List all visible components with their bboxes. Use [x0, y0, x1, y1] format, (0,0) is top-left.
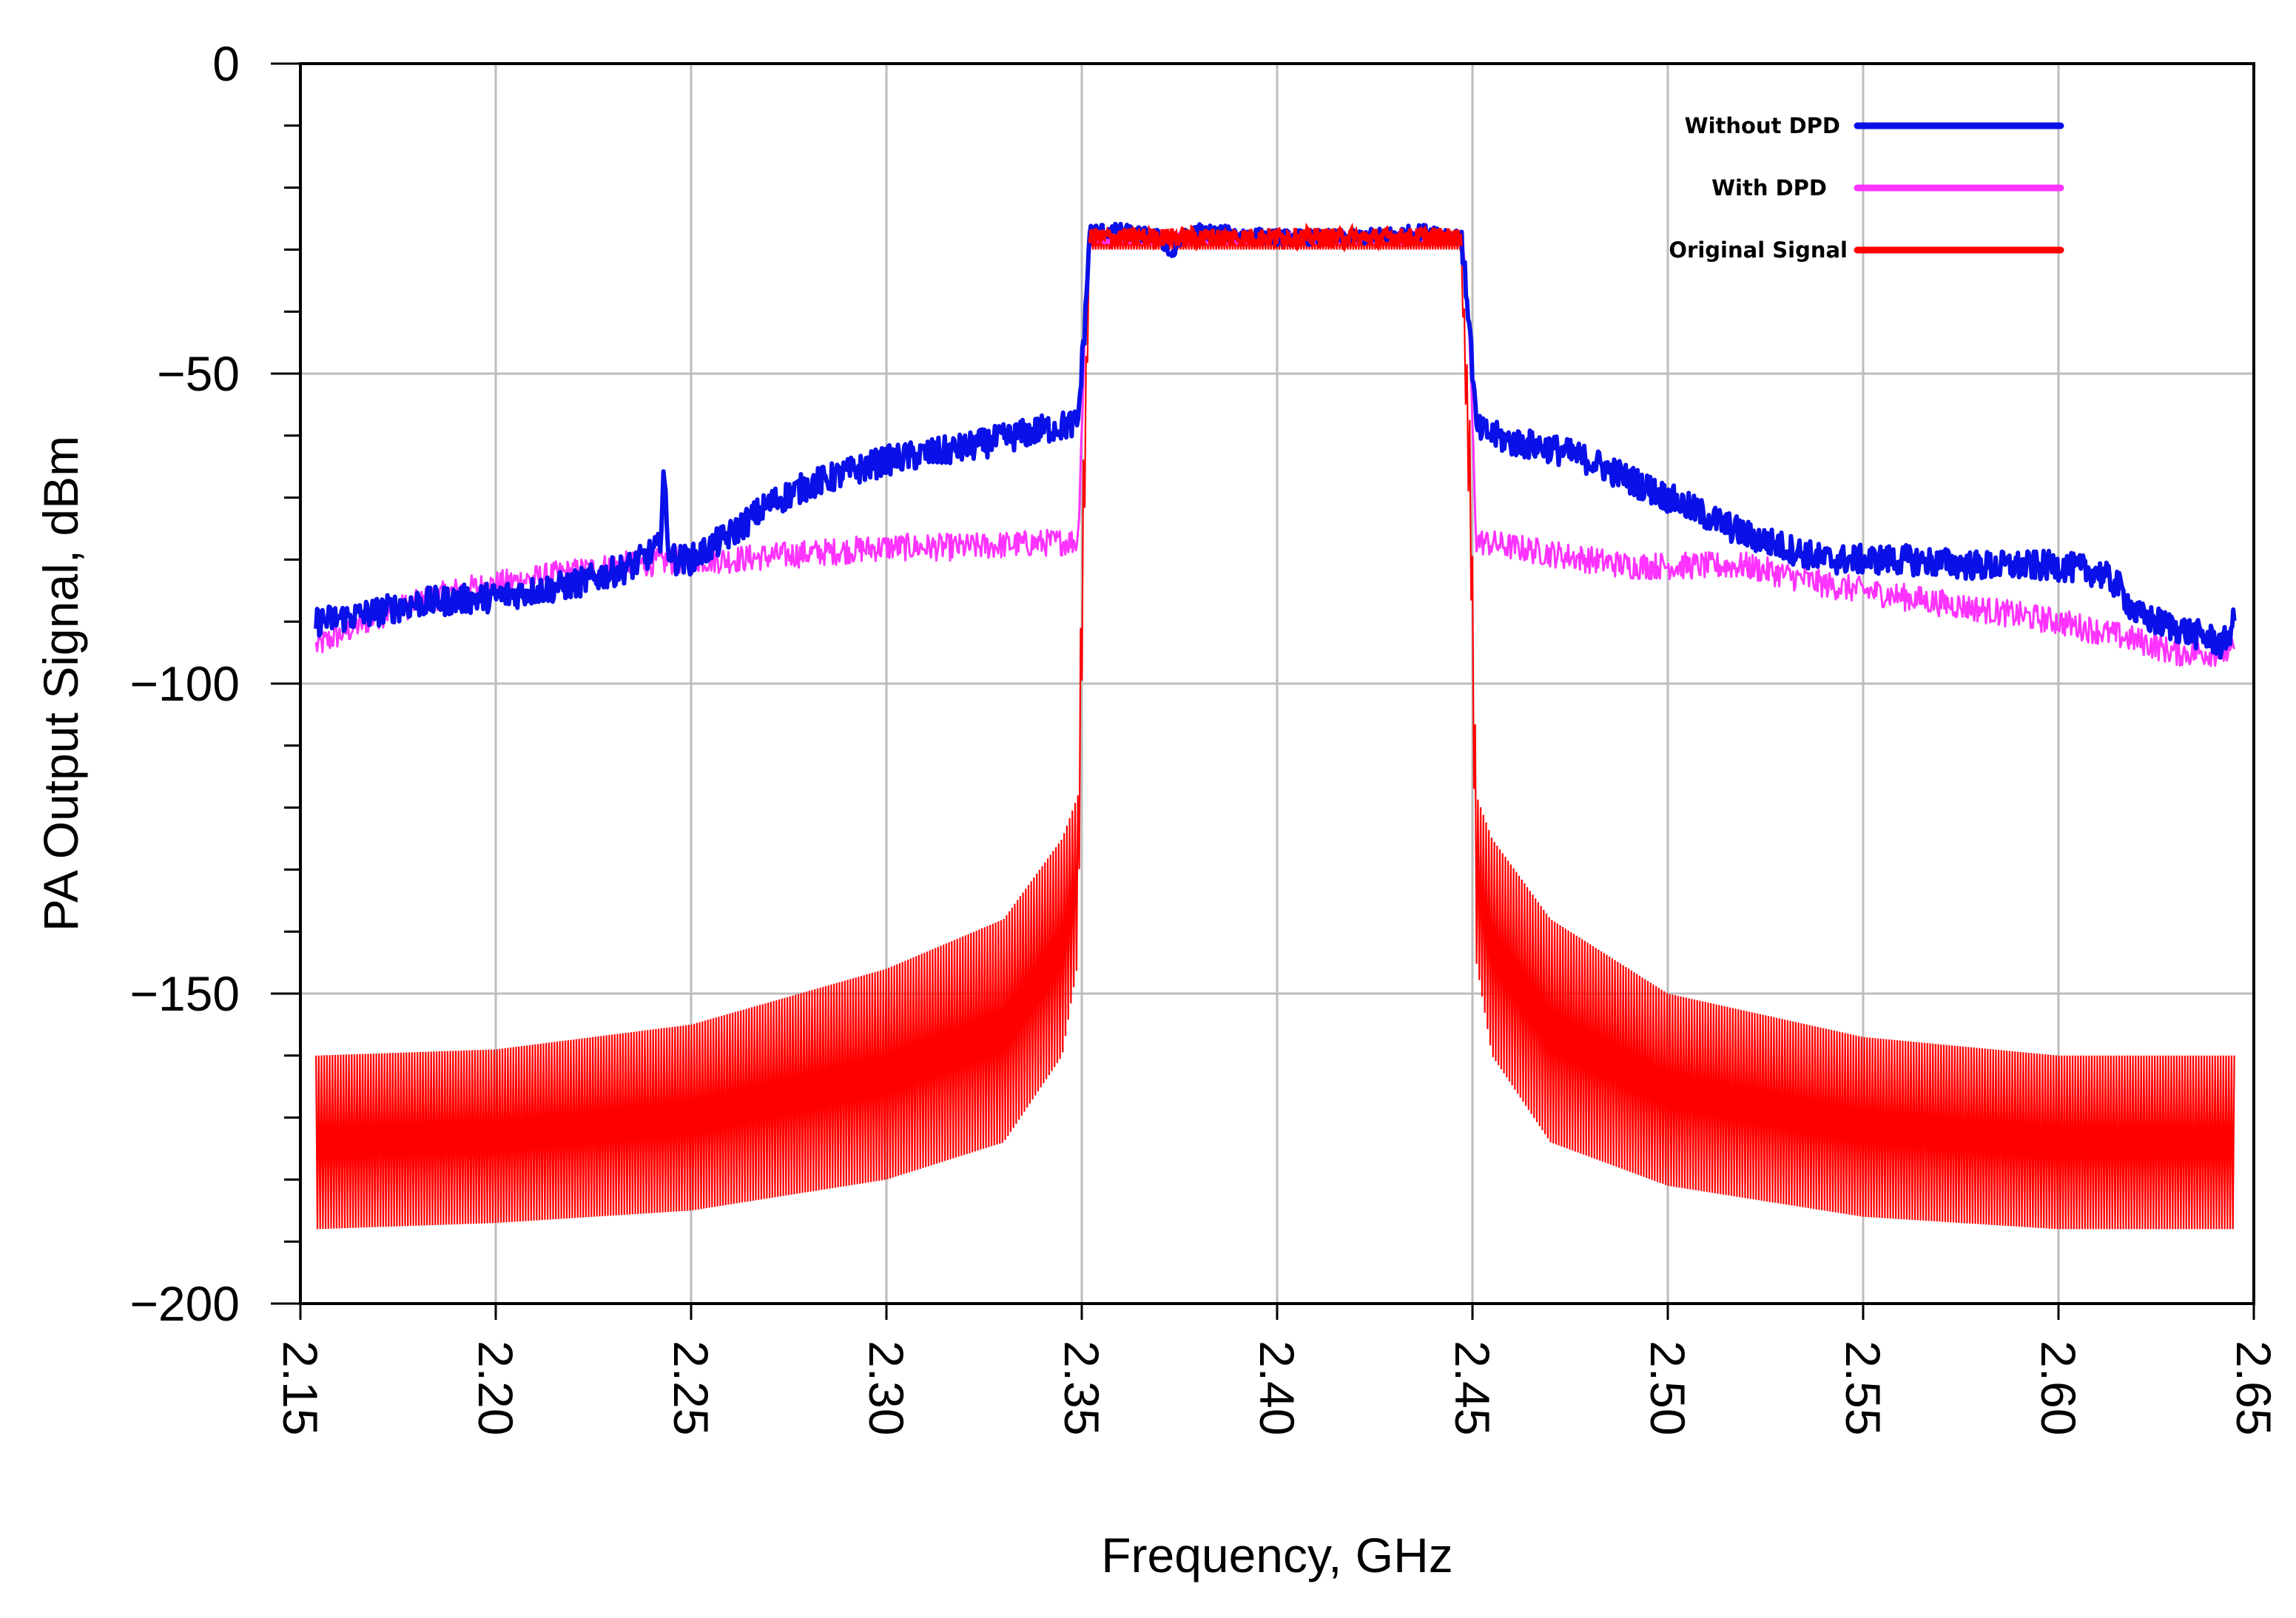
- legend-label: Original Signal: [1669, 237, 1848, 263]
- y-tick-label: −50: [157, 346, 240, 401]
- y-tick-label: 0: [212, 36, 240, 91]
- x-tick-label: 2.55: [1836, 1341, 1891, 1435]
- x-tick-label: 2.40: [1250, 1341, 1304, 1435]
- x-tick-label: 2.45: [1445, 1341, 1500, 1435]
- plot-frame: [299, 62, 2255, 1305]
- axes: [271, 62, 2255, 1320]
- x-tick-label: 2.15: [273, 1341, 328, 1435]
- legend: Without DPD With DPD Original Signal: [1669, 113, 2064, 263]
- x-tick-label: 2.35: [1054, 1341, 1109, 1435]
- y-tick-label: −150: [129, 966, 240, 1021]
- tick-labels: 2.15 2.20 2.25 2.30 2.35 2.40 2.45 2.50 2.55 2.60…: [129, 36, 2281, 1435]
- x-tick-label: 2.60: [2031, 1341, 2086, 1435]
- x-tick-label: 2.30: [859, 1341, 914, 1435]
- legend-label: With DPD: [1711, 175, 1827, 200]
- x-tick-label: 2.20: [468, 1341, 523, 1435]
- series-original-signal-passband: [1088, 222, 1463, 253]
- x-tick-label: 2.65: [2226, 1341, 2281, 1435]
- x-axis-title: Frequency, GHz: [1101, 1528, 1453, 1582]
- y-axis-title: PA Output Signal, dBm: [33, 436, 88, 931]
- legend-label: Without DPD: [1685, 113, 1840, 138]
- series-layer: [314, 221, 2237, 1230]
- y-tick-label: −100: [129, 656, 240, 711]
- x-tick-label: 2.25: [664, 1341, 718, 1435]
- y-tick-label: −200: [129, 1276, 240, 1331]
- x-tick-label: 2.50: [1640, 1341, 1695, 1435]
